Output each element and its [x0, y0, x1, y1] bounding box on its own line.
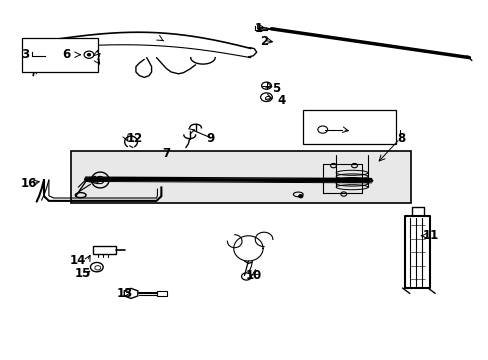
Bar — [303, 110, 395, 144]
Text: 1: 1 — [255, 22, 263, 35]
Text: 10: 10 — [245, 269, 262, 282]
Text: 16: 16 — [21, 177, 38, 190]
Text: 12: 12 — [126, 132, 142, 145]
Bar — [71, 151, 410, 203]
Text: 7: 7 — [162, 147, 170, 159]
Text: 14: 14 — [70, 255, 86, 267]
Circle shape — [87, 54, 90, 56]
Text: 6: 6 — [62, 48, 70, 61]
Text: 13: 13 — [116, 287, 133, 300]
Text: 15: 15 — [75, 267, 91, 280]
Text: 4: 4 — [277, 94, 285, 107]
Text: 5: 5 — [272, 82, 280, 95]
Bar — [93, 246, 116, 254]
Circle shape — [298, 195, 302, 198]
Text: 11: 11 — [421, 229, 438, 242]
Text: 2: 2 — [260, 35, 267, 48]
Bar — [22, 38, 98, 72]
Text: 9: 9 — [206, 132, 214, 145]
Bar — [157, 291, 167, 296]
Text: 8: 8 — [396, 132, 404, 145]
Text: 3: 3 — [21, 48, 29, 60]
